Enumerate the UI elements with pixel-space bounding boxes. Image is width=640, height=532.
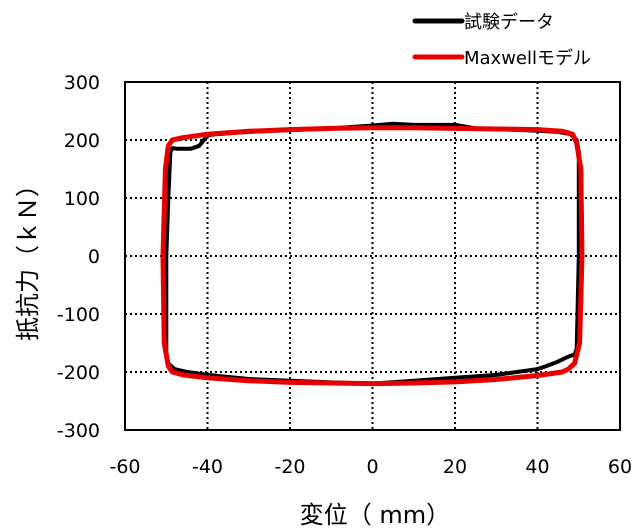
y-tick-label: 200: [64, 130, 100, 152]
x-tick-label: 0: [366, 456, 378, 478]
y-tick-label: -300: [57, 420, 100, 442]
x-tick-label: -20: [274, 456, 305, 478]
x-tick-label: 20: [443, 456, 467, 478]
plot-area-frame: [124, 81, 621, 431]
y-axis-tick-labels: 300 200 100 0 -100 -200 -300: [57, 72, 100, 442]
series-layer: [160, 121, 585, 387]
y-tick-label: 100: [64, 188, 100, 210]
x-tick-label: 40: [525, 456, 549, 478]
y-axis-title: 抵抗力（ｋＮ）: [14, 173, 42, 341]
x-tick-label: 60: [608, 456, 632, 478]
x-axis-title: 変位（ mm）: [300, 501, 450, 529]
x-axis-tick-labels: -60 -40 -20 0 20 40 60: [109, 456, 632, 478]
legend-label-maxwell-model: Maxwellモデル: [464, 48, 591, 69]
x-tick-label: -40: [192, 456, 223, 478]
y-tick-label: 300: [64, 72, 100, 94]
y-tick-label: -200: [57, 362, 100, 384]
y-tick-label: 0: [88, 246, 100, 268]
series-line-maxwell-model: [160, 125, 585, 387]
y-tick-label: -100: [57, 304, 100, 326]
legend: 試験データ Maxwellモデル: [412, 12, 591, 69]
x-tick-label: -60: [109, 456, 140, 478]
grid: [125, 82, 620, 430]
legend-label-test-data: 試験データ: [464, 12, 554, 33]
